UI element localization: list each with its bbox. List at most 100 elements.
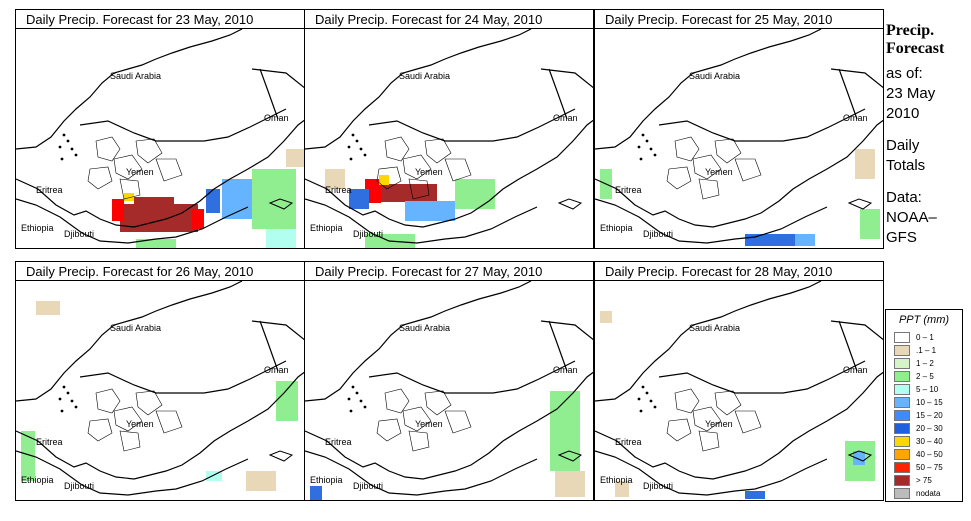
precip-cell [377, 184, 437, 202]
asof-label: as of: [886, 65, 923, 82]
island [649, 399, 653, 403]
island [637, 397, 641, 401]
precip-cell [795, 234, 815, 246]
governorate-border [408, 430, 430, 452]
precip-cell [134, 197, 174, 209]
map-area: Saudi Arabia Oman Yemen Eritrea Ethiopia Djib… [15, 281, 305, 501]
place-label: Yemen [126, 167, 154, 177]
horn-coast [595, 450, 828, 496]
coastline [595, 29, 822, 150]
legend-swatch [894, 384, 910, 395]
map-panel-2: Daily Precip. Forecast for 24 May, 2010 … [304, 9, 594, 249]
heading-precip: Precip. [886, 22, 935, 39]
governorate-border [155, 158, 183, 182]
legend-label: 20 – 30 [916, 424, 943, 433]
legend-label: > 75 [916, 476, 932, 485]
place-label: Oman [843, 365, 868, 375]
precip-cell [192, 209, 204, 229]
place-label: Eritrea [615, 437, 642, 447]
place-label: Ethiopia [310, 475, 343, 485]
precip-cell [455, 179, 495, 209]
island [74, 405, 78, 409]
legend-swatch [894, 358, 910, 369]
island [645, 391, 649, 395]
governorate-border [135, 138, 163, 164]
island [349, 157, 353, 161]
precip-cell [206, 471, 222, 481]
precip-map: Saudi Arabia Oman Yemen Eritrea Ethiopia Djib… [305, 281, 593, 500]
totals-label-2: Totals [886, 157, 926, 174]
coastline [16, 29, 243, 150]
legend-label: 0 – 1 [916, 333, 934, 342]
place-label: Yemen [126, 419, 154, 429]
legend-label: nodata [916, 489, 941, 498]
precip-cell [310, 486, 322, 500]
horn-coast [16, 450, 249, 496]
socotra-island [268, 198, 294, 210]
island [351, 133, 355, 137]
governorate-border [444, 410, 472, 434]
legend-swatch [894, 345, 910, 356]
legend-swatch [894, 371, 910, 382]
governorate-border [402, 154, 432, 180]
island [70, 147, 74, 151]
governorate-border [119, 178, 141, 200]
precip-cell [555, 471, 585, 497]
precip-map: Saudi Arabia Oman Yemen Eritrea Ethiopia Djib… [16, 29, 304, 248]
place-label: Eritrea [615, 185, 642, 195]
legend-swatch [894, 410, 910, 421]
yemen-outline [16, 371, 304, 480]
oman-border [830, 68, 883, 120]
governorate-border [698, 178, 720, 200]
yemen-outline [595, 119, 883, 228]
place-label: Oman [553, 113, 578, 123]
island [347, 145, 351, 149]
island [62, 385, 66, 389]
governorate-border [734, 158, 762, 182]
island [641, 385, 645, 389]
legend-swatch [894, 397, 910, 408]
precip-map: Saudi Arabia Oman Yemen Eritrea Ethiopia Djib… [16, 281, 304, 496]
precip-cell [405, 201, 455, 221]
place-label: Yemen [415, 167, 443, 177]
oman-border [540, 320, 593, 372]
precip-map: Saudi Arabia Oman Yemen Eritrea Ethiopia Djib… [595, 29, 883, 246]
precip-cell [349, 189, 369, 209]
legend-swatch [894, 475, 910, 486]
governorate-border [674, 136, 700, 162]
island [58, 145, 62, 149]
island [653, 153, 657, 157]
precip-cell [615, 481, 629, 497]
place-label: Oman [553, 365, 578, 375]
governorate-border [444, 158, 472, 182]
oman-border [251, 320, 304, 372]
map-area: Saudi Arabia Oman Yemen Eritrea Ethiopia Djib… [594, 281, 884, 501]
border-line [658, 360, 866, 394]
place-label: Saudi Arabia [689, 323, 740, 333]
governorate-border [714, 138, 742, 164]
place-label: Djibouti [643, 229, 673, 239]
governorate-border [674, 388, 700, 414]
oman-border [830, 320, 883, 372]
place-label: Ethiopia [600, 475, 633, 485]
legend-label: 50 – 75 [916, 463, 943, 472]
governorate-border [155, 410, 183, 434]
precip-cell [600, 311, 612, 323]
governorate-border [402, 406, 432, 432]
place-label: Ethiopia [21, 223, 54, 233]
coastline [305, 29, 532, 150]
info-sidebar: Precip. Forecast as of: 23 May 2010 Dail… [886, 22, 966, 248]
map-panel-6: Daily Precip. Forecast for 28 May, 2010 … [594, 261, 884, 501]
precip-cell [112, 199, 124, 221]
legend-swatch [894, 449, 910, 460]
island [359, 147, 363, 151]
border-line [79, 360, 287, 394]
place-label: Djibouti [643, 481, 673, 491]
governorate-border [87, 166, 113, 190]
place-label: Eritrea [36, 185, 63, 195]
asof-year: 2010 [886, 105, 920, 122]
governorate-border [734, 410, 762, 434]
island [351, 385, 355, 389]
place-label: Yemen [415, 419, 443, 429]
governorate-border [692, 154, 722, 180]
